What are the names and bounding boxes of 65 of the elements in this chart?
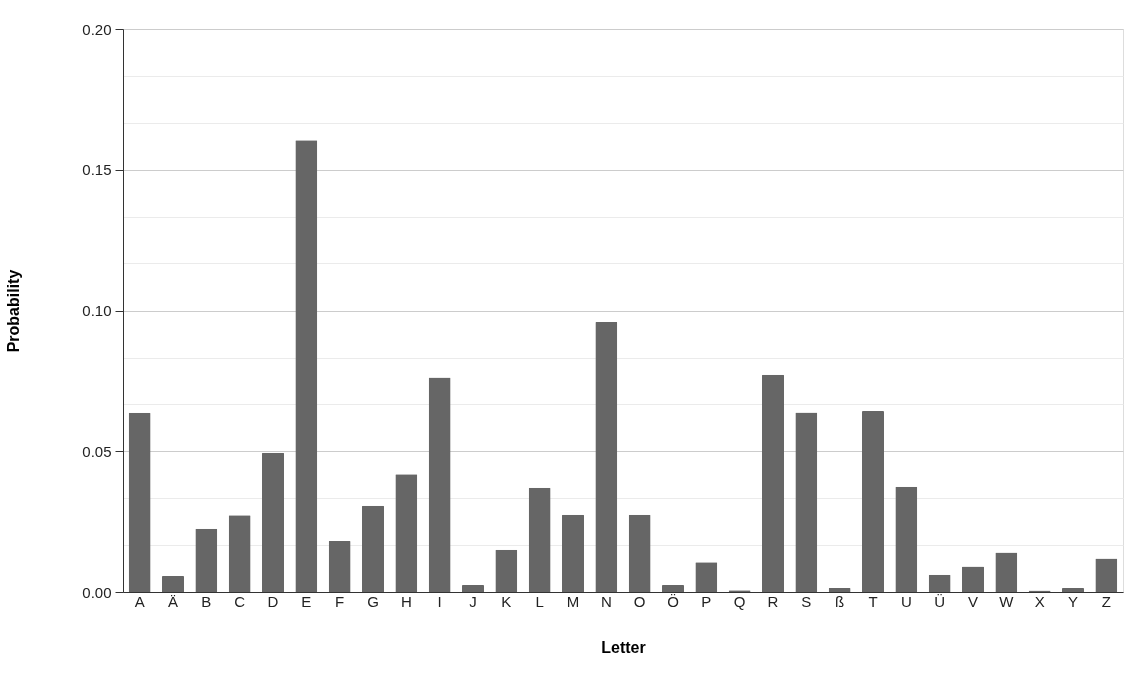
bar	[928, 574, 951, 592]
x-tick-label: T	[868, 592, 878, 610]
x-tick-label: ß	[835, 592, 845, 610]
x-tick-label: S	[801, 592, 812, 610]
bar	[995, 552, 1018, 592]
y-tick-label: 0.20	[82, 20, 112, 38]
bar	[562, 514, 584, 592]
x-tick-label: M	[566, 592, 580, 610]
x-tick-label: K	[501, 592, 512, 610]
x-tick-label: H	[400, 592, 412, 610]
x-tick-label: Y	[1067, 592, 1079, 610]
x-tick-label: V	[967, 592, 979, 610]
x-tick-label: Z	[1101, 592, 1111, 610]
bar	[128, 412, 151, 592]
bar	[395, 474, 418, 592]
y-axis-title: Probability	[5, 269, 23, 353]
bar	[895, 486, 918, 592]
bar	[495, 549, 518, 592]
x-tick-label: Ö	[667, 592, 679, 610]
bar	[662, 584, 684, 592]
bar	[862, 411, 884, 592]
x-tick-label: X	[1034, 592, 1045, 610]
x-tick-label: U	[900, 592, 912, 610]
bar	[428, 377, 451, 592]
bar	[362, 505, 384, 592]
bar	[462, 584, 484, 592]
bar	[762, 374, 784, 592]
x-tick-label: I	[437, 592, 442, 610]
x-tick-label: E	[301, 592, 312, 610]
x-tick-label: Ä	[167, 592, 179, 610]
bar	[628, 514, 651, 592]
x-tick-label: P	[701, 592, 712, 610]
x-tick-label: G	[367, 592, 379, 610]
bar	[795, 412, 818, 592]
x-tick-label: O	[633, 592, 646, 610]
x-tick-label: Ü	[934, 592, 946, 610]
x-tick-label: W	[999, 592, 1015, 610]
bar	[828, 588, 851, 592]
x-tick-label: D	[267, 592, 279, 610]
bar	[262, 452, 284, 592]
x-tick-label: J	[469, 592, 477, 610]
x-tick-label: Q	[733, 592, 746, 610]
x-tick-label: N	[600, 592, 612, 610]
bar	[328, 541, 351, 592]
x-axis-title: Letter	[601, 638, 646, 656]
bar	[295, 140, 318, 592]
x-tick-label: A	[134, 592, 145, 610]
x-tick-label: B	[201, 592, 212, 610]
y-tick-label: 0.00	[82, 583, 112, 601]
bar	[1062, 588, 1084, 592]
x-tick-label: L	[535, 592, 544, 610]
bar	[695, 562, 718, 592]
y-tick-label: 0.15	[82, 161, 112, 179]
bar	[228, 515, 251, 592]
x-tick-label: C	[234, 592, 246, 610]
y-tick-label: 0.10	[82, 302, 112, 319]
bar	[595, 322, 618, 592]
x-tick-label: F	[335, 592, 345, 610]
bar	[528, 487, 551, 592]
bar	[162, 575, 184, 592]
bar	[962, 566, 984, 592]
bar	[195, 528, 218, 592]
x-tick-label: R	[767, 592, 779, 610]
y-tick-label: 0.05	[82, 442, 112, 460]
bar	[1095, 558, 1118, 592]
